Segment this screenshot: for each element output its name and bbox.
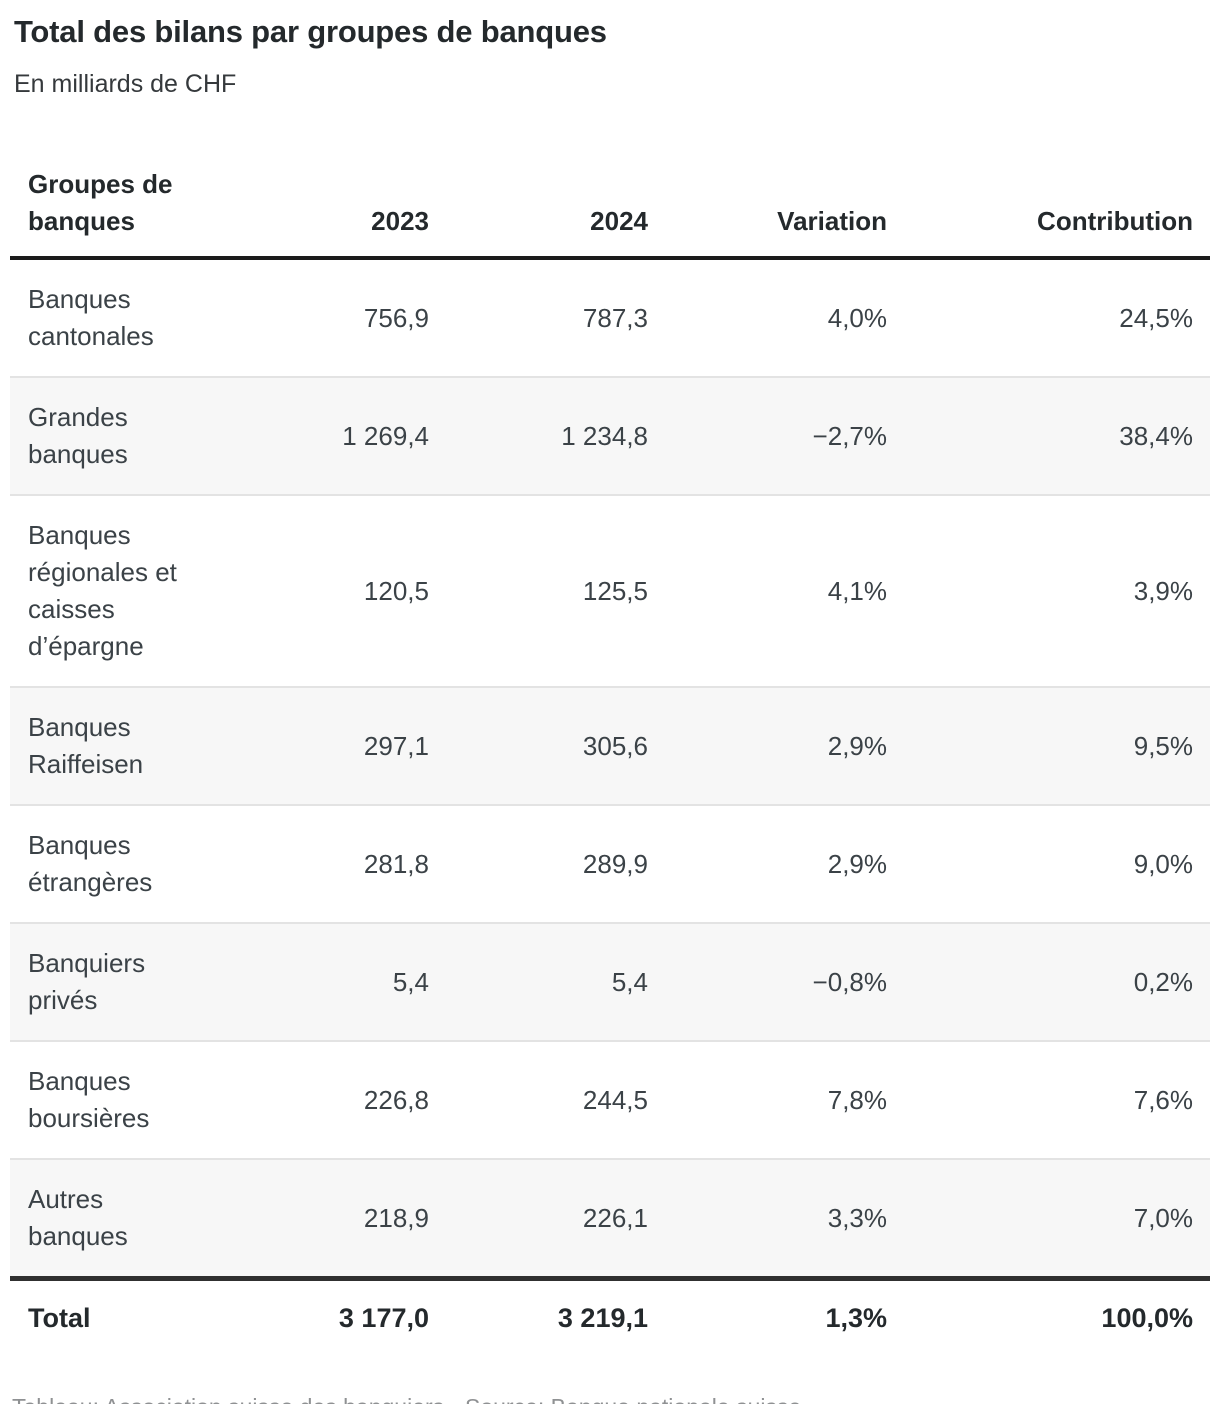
cell-2024: 305,6 [582,730,648,761]
cell-variation: 4,0% [827,302,887,333]
total-variation: 1,3% [825,1303,887,1333]
table-row-grandes-banques: Grandes banques 1 269,4 1 234,8 −2,7% 38… [10,377,1210,495]
cell-variation: −0,8% [812,966,887,997]
row-label: Banques régionales et caisses d’épargne [28,520,177,661]
table-row-total: Total 3 177,0 3 219,1 1,3% 100,0% [10,1278,1210,1357]
chart-title: Total des bilans par groupes de banques [14,14,607,49]
cell-2023: 281,8 [363,848,429,879]
row-label: Grandes banques [28,402,128,469]
column-header-variation: Variation [777,206,887,236]
cell-variation: 7,8% [827,1084,887,1115]
cell-2023: 218,9 [363,1202,429,1233]
cell-2023: 120,5 [363,575,429,606]
cell-2024: 244,5 [582,1084,648,1115]
cell-2023: 756,9 [363,302,429,333]
cell-2023: 297,1 [363,730,429,761]
bank-groups-table: Groupes de banques 2023 2024 Variation C… [10,166,1210,1356]
cell-2023: 1 269,4 [342,420,429,451]
column-header-2024: 2024 [590,206,648,236]
cell-2024: 5,4 [611,966,648,997]
cell-contribution: 7,6% [1133,1084,1193,1115]
cell-variation: 2,9% [827,730,887,761]
cell-contribution: 7,0% [1133,1202,1193,1233]
cell-2024: 226,1 [582,1202,648,1233]
column-header-2023: 2023 [371,206,429,236]
row-label: Banques cantonales [28,284,154,351]
cell-variation: 4,1% [827,575,887,606]
table-row-banquiers-prives: Banquiers privés 5,4 5,4 −0,8% 0,2% [10,923,1210,1041]
cell-contribution: 0,2% [1133,966,1193,997]
total-2024: 3 219,1 [557,1303,648,1333]
table-row-banques-boursieres: Banques boursières 226,8 244,5 7,8% 7,6% [10,1041,1210,1159]
row-label: Autres banques [28,1184,128,1251]
table-row-banques-regionales: Banques régionales et caisses d’épargne … [10,495,1210,687]
cell-contribution: 24,5% [1119,302,1193,333]
table-row-banques-cantonales: Banques cantonales 756,9 787,3 4,0% 24,5… [10,258,1210,377]
column-header-groupes-de-banques: Groupes de banques [28,169,173,236]
cell-variation: 2,9% [827,848,887,879]
total-2023: 3 177,0 [338,1303,429,1333]
cell-2024: 787,3 [582,302,648,333]
header-row: Groupes de banques 2023 2024 Variation C… [10,166,1210,258]
row-label: Banques boursières [28,1066,150,1133]
cell-2024: 289,9 [582,848,648,879]
cell-contribution: 38,4% [1119,420,1193,451]
table-row-banques-etrangeres: Banques étrangères 281,8 289,9 2,9% 9,0% [10,805,1210,923]
cell-contribution: 9,0% [1133,848,1193,879]
total-contribution: 100,0% [1101,1303,1193,1333]
table-row-autres-banques: Autres banques 218,9 226,1 3,3% 7,0% [10,1159,1210,1279]
cell-2024: 125,5 [582,575,648,606]
column-header-contribution: Contribution [1037,206,1193,236]
cell-contribution: 9,5% [1133,730,1193,761]
cell-variation: −2,7% [812,420,887,451]
cell-variation: 3,3% [827,1202,887,1233]
row-label: Banques étrangères [28,830,153,897]
cell-2023: 226,8 [363,1084,429,1115]
row-label: Banques Raiffeisen [28,712,144,779]
cell-2024: 1 234,8 [561,420,648,451]
total-label: Total [28,1303,91,1333]
cell-contribution: 3,9% [1133,575,1193,606]
chart-subtitle: En milliards de CHF [14,70,237,98]
row-label: Banquiers privés [28,948,146,1015]
table-row-banques-raiffeisen: Banques Raiffeisen 297,1 305,6 2,9% 9,5% [10,687,1210,805]
cell-2023: 5,4 [392,966,429,997]
source-note: Tableau: Association suisse des banquier… [12,1392,1210,1404]
